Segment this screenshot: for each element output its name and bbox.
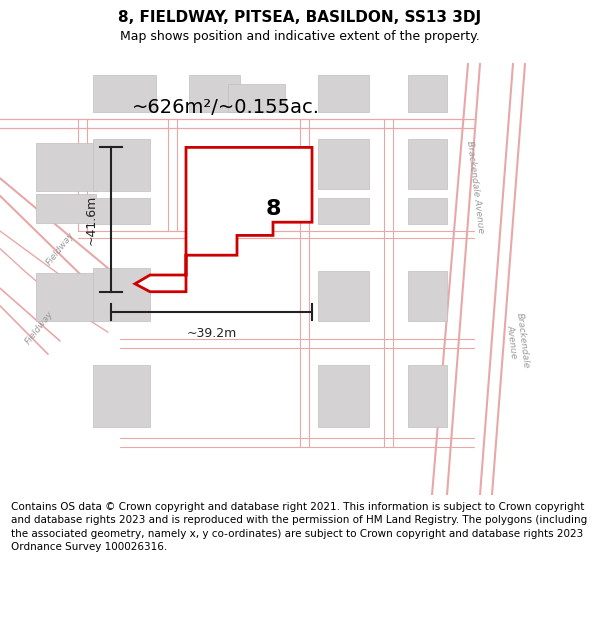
Bar bbox=[189, 75, 240, 112]
Bar bbox=[408, 198, 447, 224]
Text: 8, FIELDWAY, PITSEA, BASILDON, SS13 3DJ: 8, FIELDWAY, PITSEA, BASILDON, SS13 3DJ bbox=[118, 10, 482, 25]
Text: Fieldway: Fieldway bbox=[44, 230, 76, 267]
Bar bbox=[93, 139, 150, 191]
Bar bbox=[318, 198, 369, 224]
Bar bbox=[93, 198, 150, 224]
Bar bbox=[318, 139, 369, 189]
Text: Map shows position and indicative extent of the property.: Map shows position and indicative extent… bbox=[120, 30, 480, 43]
Bar bbox=[408, 271, 447, 321]
Text: ~39.2m: ~39.2m bbox=[187, 327, 236, 340]
Bar bbox=[93, 75, 156, 112]
Text: Brackendale
Avenue: Brackendale Avenue bbox=[504, 312, 530, 370]
Bar bbox=[93, 268, 150, 321]
Text: 8: 8 bbox=[265, 199, 281, 219]
Bar bbox=[36, 272, 96, 321]
Text: Fieldway: Fieldway bbox=[23, 309, 55, 346]
Bar bbox=[408, 365, 447, 427]
Bar bbox=[318, 365, 369, 427]
Text: ~626m²/~0.155ac.: ~626m²/~0.155ac. bbox=[132, 98, 320, 118]
Text: ~41.6m: ~41.6m bbox=[85, 194, 98, 244]
Text: Brackendale Avenue: Brackendale Avenue bbox=[465, 140, 485, 234]
Bar bbox=[408, 75, 447, 112]
Text: Contains OS data © Crown copyright and database right 2021. This information is : Contains OS data © Crown copyright and d… bbox=[11, 501, 587, 552]
Polygon shape bbox=[135, 148, 312, 292]
Bar bbox=[318, 271, 369, 321]
Bar bbox=[93, 365, 150, 427]
Bar bbox=[228, 84, 285, 112]
Bar bbox=[318, 75, 369, 112]
Bar bbox=[36, 194, 96, 223]
Bar bbox=[408, 139, 447, 189]
Bar bbox=[36, 143, 96, 191]
